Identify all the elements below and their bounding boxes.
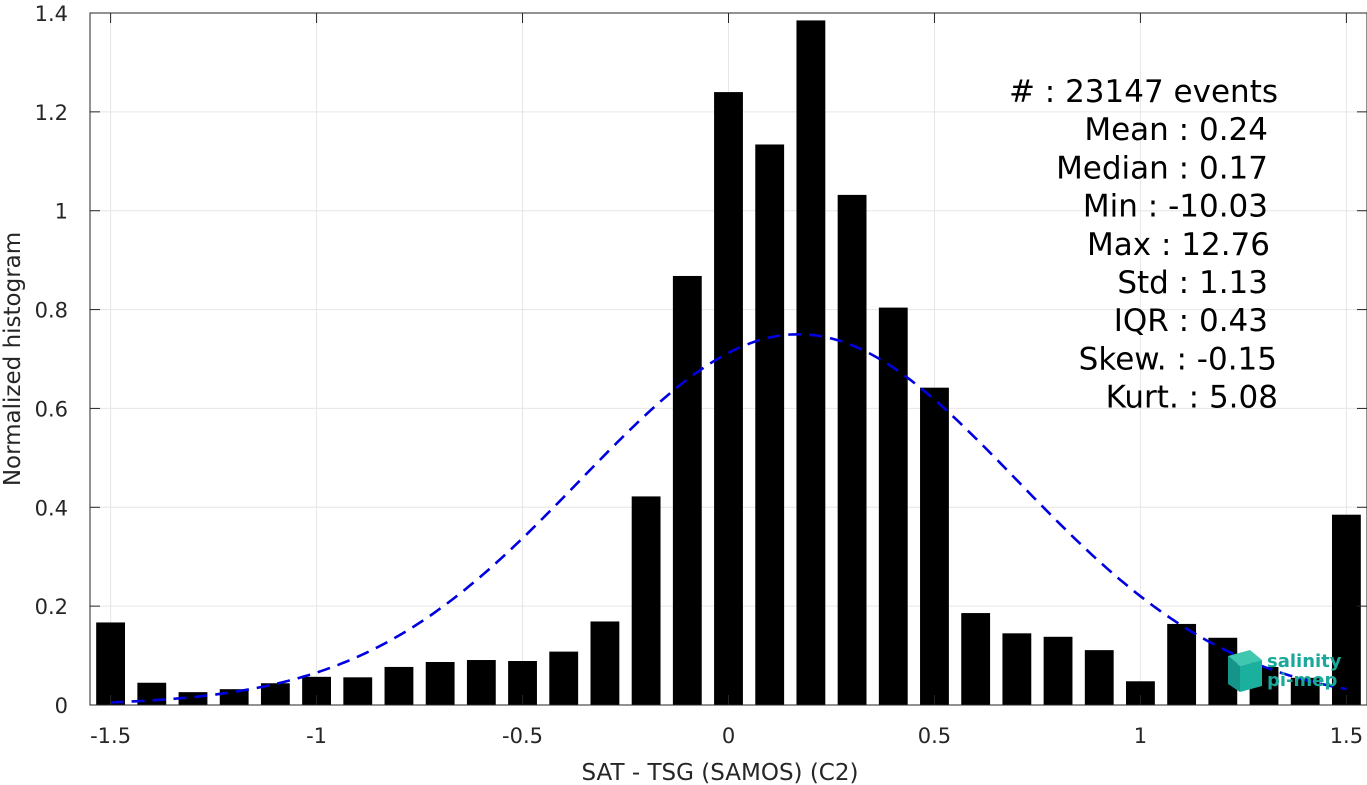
bar [1126,681,1155,705]
bar [920,387,949,705]
x-axis-label: SAT - TSG (SAMOS) (C2) [582,760,859,785]
logo-cube-left [1228,656,1240,692]
bar [878,307,908,705]
y-tick-label: 0.6 [35,397,68,421]
x-tick-label: 1 [1134,724,1147,748]
y-tick-label: 1 [55,200,68,224]
x-tick-label: 0 [722,724,735,748]
stat-line: IQR : 0.43 [1114,303,1268,339]
y-tick-labels: 0 0.2 0.4 0.6 0.8 1 1.2 1.4 [35,2,68,718]
stat-line: Mean : 0.24 [1084,112,1268,148]
bar [755,144,785,706]
bar [714,92,743,706]
y-tick-label: 0.8 [35,299,68,323]
bar [1084,650,1114,705]
bar [219,689,249,705]
bar [796,20,826,705]
bar [672,275,702,705]
stat-line: Max : 12.76 [1087,227,1270,263]
bar [837,194,867,705]
x-tick-label: -0.5 [502,724,543,748]
bar [425,661,455,705]
bar [1002,633,1032,705]
x-tick-label: 1.5 [1330,724,1363,748]
x-tick-label: -1 [306,724,327,748]
x-tick-label: 0.5 [918,724,951,748]
axes [89,12,1367,706]
bar [1167,623,1197,705]
x-tick-label: -1.5 [90,724,131,748]
y-axis-label: Normalized histogram [0,232,26,486]
stat-line: Median : 0.17 [1056,150,1268,186]
logo-cube-top [1228,650,1262,666]
bar [1043,636,1073,705]
y-tick-label: 0 [55,694,68,718]
bar [466,660,496,705]
bar [549,651,579,705]
y-tick-label: 0.4 [35,496,68,520]
y-tick-label: 1.4 [35,2,68,26]
bar [96,622,126,705]
bar [1331,514,1361,705]
gaussian-fit-curve [110,332,1347,704]
y-tick-label: 0.2 [35,595,68,619]
bar [343,677,373,705]
bar [1290,677,1320,705]
stat-line: # : 23147 events [1009,74,1278,110]
stat-line: Std : 1.13 [1117,265,1268,301]
bars [96,20,1361,706]
stat-line: Kurt. : 5.08 [1106,380,1278,416]
bar [631,496,661,705]
bar [260,683,290,705]
salinity-pimep-logo: salinity pi-mep [1228,650,1342,692]
logo-cube-right [1240,660,1262,692]
logo-line2: pi-mep [1267,670,1337,691]
stat-line: Min : -10.03 [1083,189,1268,225]
stat-line: Skew. : -0.15 [1079,341,1277,377]
x-tick-labels: -1.5 -1 -0.5 0 0.5 1 1.5 [90,724,1363,748]
bar [961,613,991,705]
y-tick-label: 1.2 [35,101,68,125]
bar [384,666,414,705]
logo-line1: salinity [1267,651,1342,672]
bar [590,621,620,705]
